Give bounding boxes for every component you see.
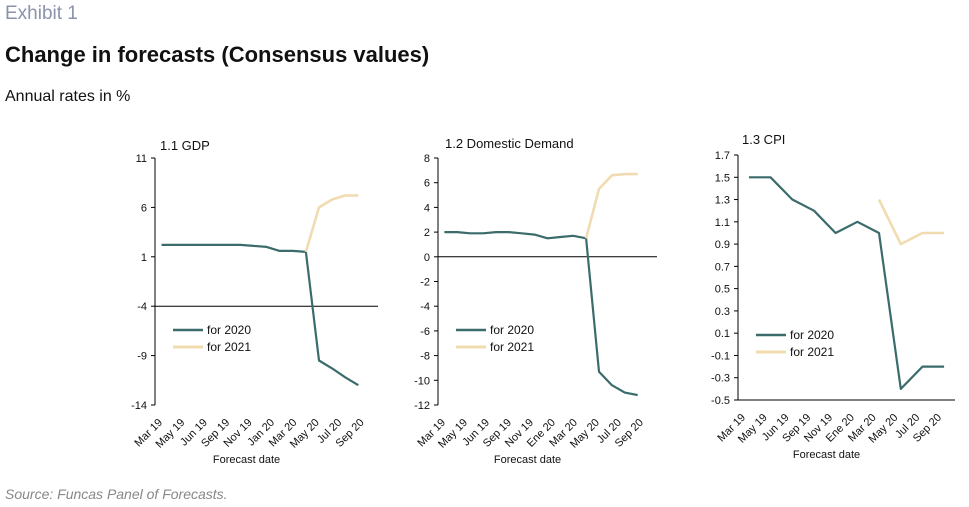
source-note: Source: Funcas Panel of Forecasts. <box>5 486 228 502</box>
y-tick-label: 8 <box>424 153 430 165</box>
y-tick-label: 4 <box>424 202 430 214</box>
y-tick-label: -14 <box>131 400 147 412</box>
y-tick-label: -2 <box>420 277 430 289</box>
x-axis-label: Forecast date <box>213 454 280 466</box>
y-tick-label: 1 <box>141 252 147 264</box>
y-tick-label: -10 <box>414 375 430 387</box>
chart-title: 1.2 Domestic Demand <box>445 136 574 151</box>
y-tick-label: -4 <box>137 301 147 313</box>
series-line-2021 <box>877 198 945 246</box>
legend-label: for 2021 <box>790 345 834 359</box>
y-tick-label: 2 <box>424 227 430 239</box>
legend-label: for 2021 <box>490 340 534 354</box>
x-axis-label: Forecast date <box>494 454 561 466</box>
y-tick-label: -0.5 <box>711 395 730 407</box>
y-tick-label: -0.1 <box>711 350 730 362</box>
y-tick-label: 0.5 <box>715 284 730 296</box>
y-tick-label: 1.3 <box>715 195 730 207</box>
legend-label: for 2020 <box>207 323 251 337</box>
series-line-2020 <box>161 243 359 387</box>
y-tick-label: -12 <box>414 400 430 412</box>
y-tick-label: -8 <box>420 351 430 363</box>
series-line-2021 <box>584 172 638 239</box>
chart-title: 1.1 GDP <box>160 138 210 153</box>
y-tick-label: 1.5 <box>715 172 730 184</box>
chart-panel-2: 1.2 Domestic Demand86420-2-4-6-8-10-12Ma… <box>414 136 657 466</box>
legend-label: for 2021 <box>207 340 251 354</box>
legend-label: for 2020 <box>490 323 534 337</box>
y-tick-label: 0 <box>424 252 430 264</box>
series-line-2020 <box>748 176 945 390</box>
exhibit-label: Exhibit 1 <box>5 3 78 24</box>
y-tick-label: 6 <box>141 202 147 214</box>
y-tick-label: 6 <box>424 178 430 190</box>
y-tick-label: -9 <box>137 351 147 363</box>
legend-label: for 2020 <box>790 328 834 342</box>
series-line-2020 <box>444 231 638 397</box>
series-line-2021 <box>304 194 359 253</box>
chart-panel-3: 1.3 CPI 1.7 1.5 1.3 1.1 0.9 0.7 0.5 0.3 0.1 -0.1 -0… <box>711 132 955 461</box>
y-tick-label: -0.3 <box>711 373 730 385</box>
y-tick-label: 0.9 <box>715 239 730 251</box>
x-axis-label: Forecast date <box>793 449 860 461</box>
page-subtitle: Annual rates in % <box>5 88 131 105</box>
page-title: Change in forecasts (Consensus values) <box>5 42 430 67</box>
y-tick-label: -4 <box>420 301 430 313</box>
y-tick-label: 1.1 <box>715 217 730 229</box>
y-tick-label: 11 <box>136 153 147 165</box>
y-tick-label: 0.1 <box>715 328 730 340</box>
y-tick-label: 1.7 <box>715 150 730 162</box>
chart-title: 1.3 CPI <box>742 132 785 147</box>
y-tick-label: 0.7 <box>715 261 730 273</box>
y-tick-label: 0.3 <box>715 306 730 318</box>
y-tick-label: -6 <box>420 326 430 338</box>
